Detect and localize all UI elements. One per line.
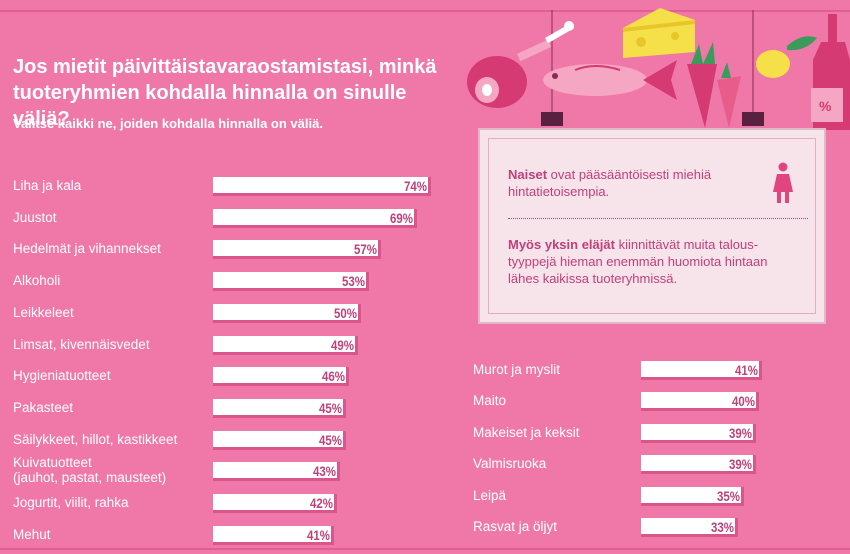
bar [213,177,431,196]
chart-row: Säilykkeet, hillot, kastikkeet 45% [13,428,393,452]
category-label: Maito [473,393,507,409]
bar [641,423,756,443]
food-illustration: % [467,8,850,130]
value-label: 33% [711,519,734,535]
value-label: 40% [732,393,755,410]
category-label: Pakasteet [13,399,74,415]
value-label: 46% [322,368,345,385]
category-label: Hedelmät ja vihannekset [13,241,161,257]
chart-row: Maito 40% [473,389,850,413]
bar [213,398,346,418]
category-label: Leipä [473,487,507,503]
value-label: 41% [307,526,330,543]
bottom-divider [0,548,850,550]
value-label: 49% [331,336,354,353]
chart-row: Valmisruoka 39% [473,452,850,476]
chart-row: Leikkeleet 50% [13,301,393,325]
chart-row: Juustot 69% [13,206,417,230]
category-label: Makeiset ja keksit [473,424,580,440]
category-label: Säilykkeet, hillot, kastikkeet [13,431,178,447]
bar [213,240,381,260]
chart-row: Pakasteet 45% [13,396,393,420]
info-women-text: ovat pääsääntöisesti miehiä hintatietois… [508,167,712,199]
chart-row: Murot ja myslit 41% [473,358,850,382]
bar [213,525,334,545]
bar [213,208,417,228]
value-label: 41% [735,362,758,378]
category-label: Juustot [13,209,57,225]
bar [641,486,744,506]
category-label: Liha ja kala [13,178,82,193]
bar [213,462,340,482]
svg-text:%: % [819,98,832,114]
info-box: Naiset ovat pääsääntöisesti miehiä hinta… [478,128,826,324]
bar [213,367,349,387]
cheese-icon [623,8,695,58]
bar [641,455,756,475]
value-label: 43% [313,463,336,480]
woman-icon [773,162,793,203]
ham-icon [467,39,552,108]
category-label: Valmisruoka [473,456,547,472]
category-label: Hygieniatuotteet [13,368,111,384]
value-label: 39% [729,456,752,473]
info-singles-bold: Myös yksin eläjät [508,237,615,252]
category-label: Jogurtit, viilit, rahka [13,495,129,510]
bar [641,392,759,412]
chart-row: Limsat, kivennäisvedet 49% [13,333,393,357]
bar [213,335,358,355]
category-label: Limsat, kivennäisvedet [13,336,150,352]
value-label: 45% [319,431,342,448]
category-label: Mehut [13,526,51,542]
value-label: 45% [319,399,342,416]
value-label: 39% [729,424,752,441]
fish-icon [543,21,677,100]
chart-row: Alkoholi 53% [13,269,393,293]
bar [641,518,738,537]
chart-row: Jogurtit, viilit, rahka 42% [13,491,393,515]
info-women-bold: Naiset [508,167,548,182]
value-label: 57% [354,241,377,258]
chart-row: Leipä 35% [473,484,850,508]
bar [213,430,346,450]
category-label: Rasvat ja öljyt [473,519,558,534]
info-women: Naiset ovat pääsääntöisesti miehiä hinta… [508,166,758,200]
category-label: Murot ja myslit [473,362,561,377]
carrot-icon [687,42,741,128]
category-label: Kuivatuotteet (jauhot, pastat, mausteet) [13,455,167,486]
lemon-icon [756,36,817,78]
value-label: 69% [390,209,413,226]
category-label: Alkoholi [13,273,61,289]
chart-title: Jos mietit päivittäistavaraostamistasi, … [13,56,437,130]
chart-row: Hygieniatuotteet 46% [13,364,393,388]
info-divider [508,218,808,219]
bar [213,272,369,292]
value-label: 35% [717,487,740,504]
info-box-border [488,138,816,314]
category-label: Leikkeleet [13,304,74,320]
bar [213,303,361,323]
value-label: 50% [334,304,357,321]
info-singles: Myös yksin eläjät kiinnittävät muita tal… [508,236,798,287]
chart-row: Rasvat ja öljyt 33% [473,515,850,539]
value-label: 53% [342,273,365,290]
chart-row: Kuivatuotteet (jauhot, pastat, mausteet) 4… [13,455,393,485]
info-singles-text: kiinnittävät muita talous-tyyppejä hiema… [508,237,768,286]
bottle-icon: % [811,14,850,130]
value-label: 42% [310,495,333,511]
bar [213,494,337,513]
chart-row: Makeiset ja keksit 39% [473,421,850,445]
top-divider [0,10,850,12]
chart-row: Liha ja kala 74% [13,174,431,198]
chart-row: Hedelmät ja vihannekset 57% [13,237,393,261]
chart-subtitle: Valitse kaikki ne, joiden kohdalla hinna… [13,116,323,131]
chart-row: Mehut 41% [13,523,393,547]
bar [641,361,762,380]
value-label: 74% [404,178,427,194]
